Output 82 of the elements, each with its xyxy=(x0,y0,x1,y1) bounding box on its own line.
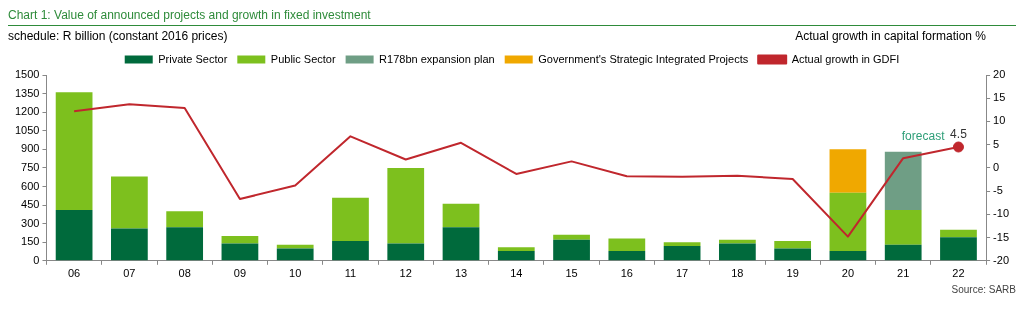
x-tick-label: 21 xyxy=(897,267,910,280)
legend-label: R178bn expansion plan xyxy=(379,52,495,65)
bar xyxy=(166,211,204,228)
bar xyxy=(940,229,977,238)
bar xyxy=(276,248,314,261)
bar xyxy=(55,210,93,261)
y-tick-label: 450 xyxy=(21,198,40,211)
bar xyxy=(829,149,867,193)
legend-label: Government's Strategic Integrated Projects xyxy=(538,52,749,65)
y2-tick-label: 15 xyxy=(993,91,1006,104)
x-tick-label: 22 xyxy=(952,267,965,280)
bar xyxy=(55,92,93,211)
source-note: Source: SARB xyxy=(951,284,1016,295)
bar xyxy=(553,234,590,240)
bar xyxy=(221,236,259,244)
y-tick-label: 600 xyxy=(21,179,40,192)
bar xyxy=(111,176,148,229)
bar xyxy=(829,192,867,251)
y-tick-label: 1350 xyxy=(14,86,40,99)
bar xyxy=(663,245,701,261)
y-tick-label: 900 xyxy=(21,142,40,155)
bar xyxy=(608,250,646,261)
y-tick-label: 1050 xyxy=(14,123,40,136)
x-tick-label: 20 xyxy=(841,267,855,280)
bar xyxy=(829,250,867,261)
bar xyxy=(111,228,148,261)
y2-tick-label: 0 xyxy=(993,160,1000,173)
y-tick-label: 1500 xyxy=(14,68,40,81)
y2-tick-label: -20 xyxy=(993,253,1010,266)
x-tick-label: 11 xyxy=(344,267,357,280)
x-tick-label: 15 xyxy=(565,267,578,280)
y-tick-label: 300 xyxy=(21,216,40,229)
chart-title: Chart 1: Value of announced projects and growth in fixed investment xyxy=(8,8,1016,26)
y2-tick-label: -15 xyxy=(993,230,1010,243)
x-tick-label: 12 xyxy=(399,267,412,280)
bar xyxy=(663,242,701,246)
y2-tick-label: -10 xyxy=(993,207,1010,220)
y-axis-title: schedule: R billion (constant 2016 prices) xyxy=(8,29,228,44)
bar xyxy=(387,243,425,261)
bar xyxy=(442,227,480,261)
y-tick-label: 750 xyxy=(21,160,40,173)
bar xyxy=(884,244,922,261)
x-tick-label: 08 xyxy=(178,267,191,280)
bar xyxy=(553,239,590,261)
x-tick-label: 19 xyxy=(786,267,799,280)
y2-tick-label: 10 xyxy=(993,114,1006,127)
x-tick-label: 18 xyxy=(731,267,744,280)
x-tick-label: 13 xyxy=(454,267,468,280)
bar xyxy=(940,237,977,261)
bar xyxy=(497,247,535,251)
legend-label: Actual growth in GDFI xyxy=(791,52,900,65)
y-tick-label: 1200 xyxy=(14,105,40,118)
data-label: 4.5 xyxy=(950,127,968,142)
y2-tick-label: 20 xyxy=(993,68,1006,81)
x-tick-label: 14 xyxy=(510,267,523,280)
y-tick-label: 0 xyxy=(33,253,40,266)
bar xyxy=(884,210,922,245)
bar xyxy=(774,240,812,249)
x-tick-label: 09 xyxy=(233,267,247,280)
bar xyxy=(387,167,425,244)
x-tick-label: 10 xyxy=(289,267,302,280)
legend-label: Private Sector xyxy=(158,52,228,65)
bar xyxy=(332,240,369,261)
bar xyxy=(497,250,535,261)
bar xyxy=(719,243,756,261)
bar xyxy=(884,151,922,211)
bar xyxy=(442,203,480,228)
bar xyxy=(166,227,204,261)
y-tick-label: 150 xyxy=(21,235,40,248)
y2-tick-label: -5 xyxy=(993,184,1003,197)
y2-tick-label: 5 xyxy=(993,137,1000,150)
bar xyxy=(608,238,646,251)
legend-label: Public Sector xyxy=(270,52,336,65)
annotation: forecast xyxy=(901,129,946,144)
bar xyxy=(221,243,259,261)
x-tick-label: 07 xyxy=(123,267,136,280)
y2-axis-title: Actual growth in capital formation % xyxy=(795,29,986,44)
bar xyxy=(774,248,812,261)
x-tick-label: 17 xyxy=(675,267,689,280)
x-tick-label: 06 xyxy=(67,267,81,280)
bar xyxy=(332,197,369,241)
x-tick-label: 16 xyxy=(620,267,633,280)
